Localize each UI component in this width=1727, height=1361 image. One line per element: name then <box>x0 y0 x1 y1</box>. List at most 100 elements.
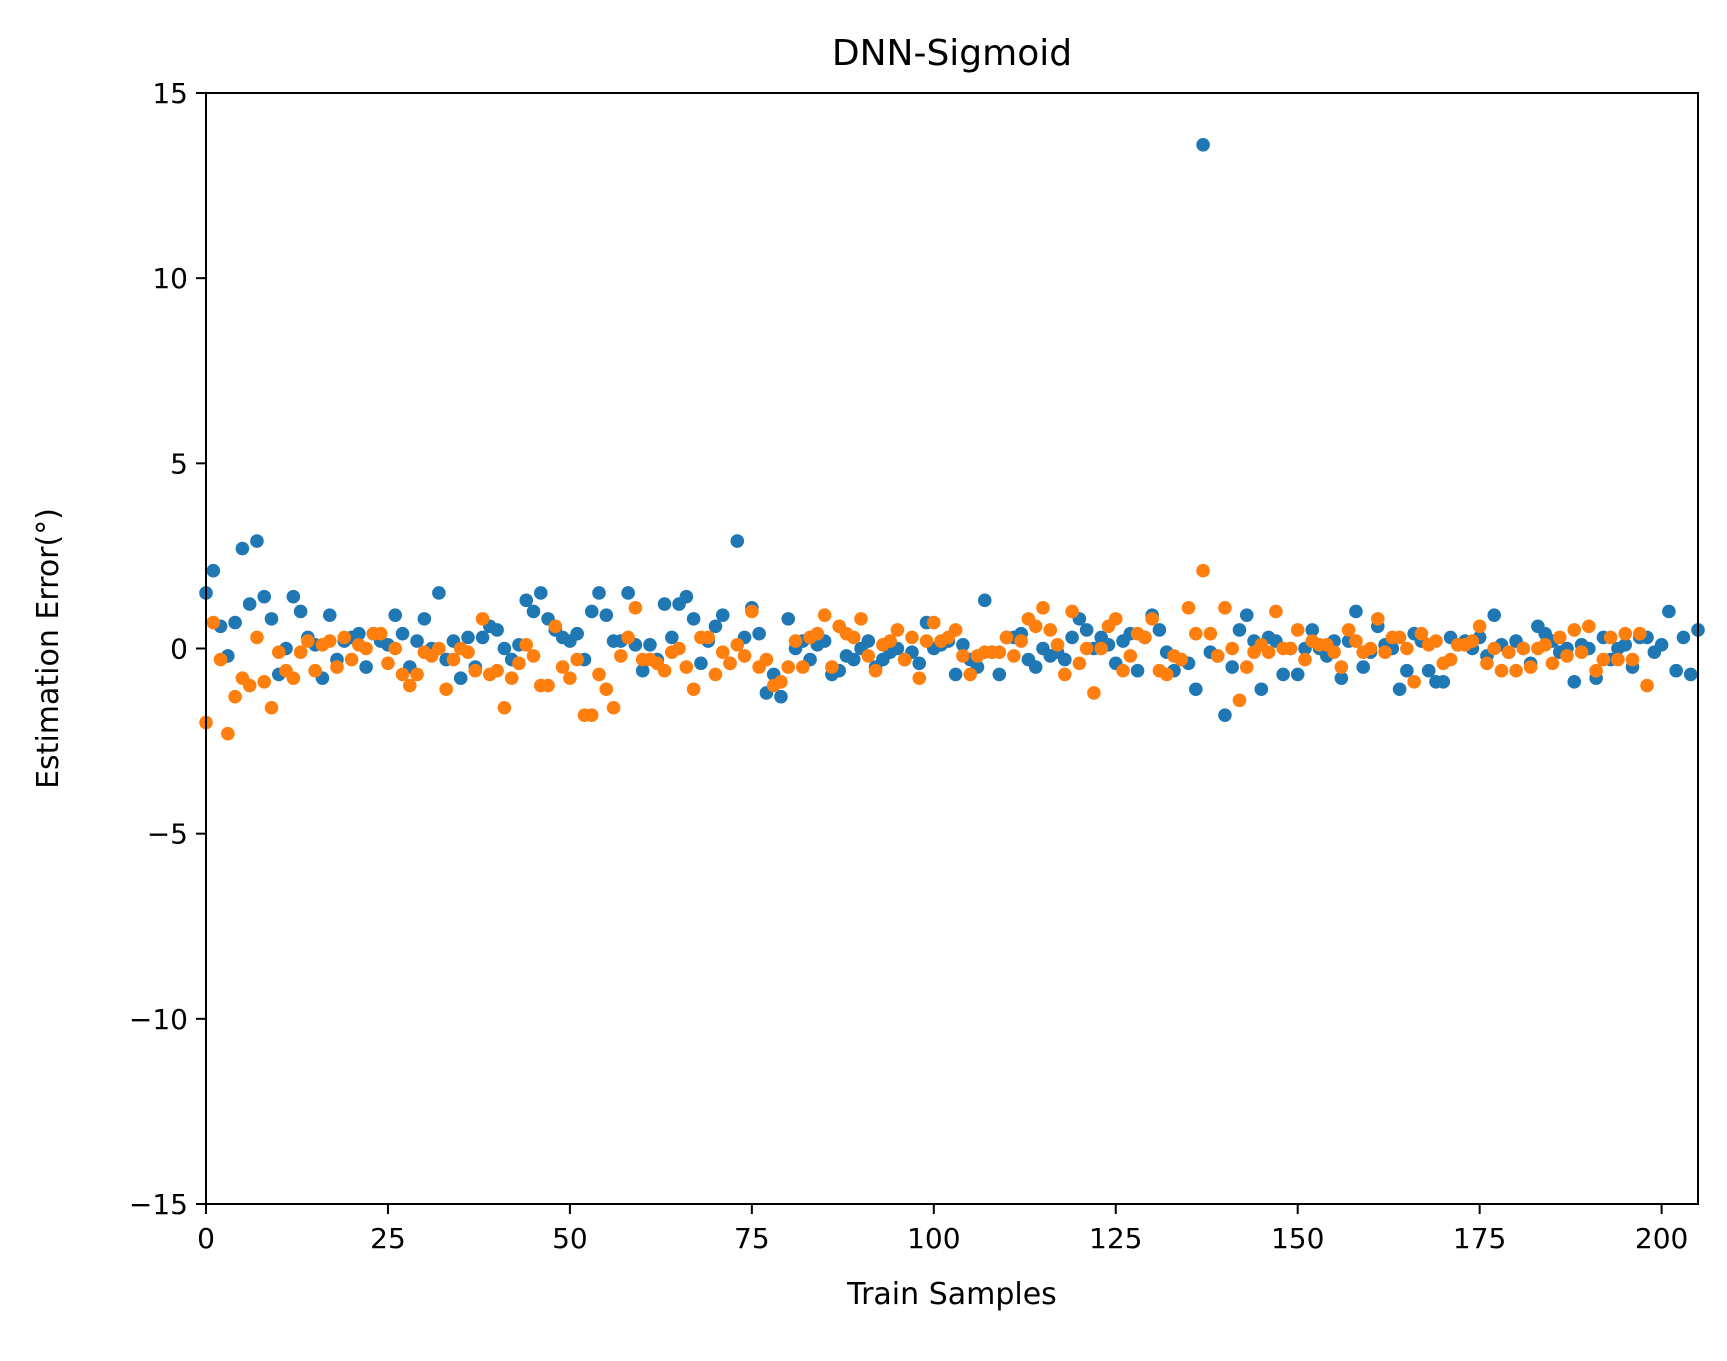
data-point <box>977 593 992 608</box>
data-point <box>1189 626 1203 641</box>
x-tick-label: 200 <box>1635 1222 1688 1255</box>
data-point <box>250 534 264 548</box>
data-point <box>846 630 861 645</box>
data-point <box>1261 645 1276 659</box>
data-point <box>1662 604 1676 619</box>
x-tick-label: 125 <box>1089 1222 1142 1255</box>
data-point <box>1239 608 1254 622</box>
data-point <box>439 682 453 697</box>
data-point <box>1116 663 1130 678</box>
points-layer <box>199 138 1705 741</box>
data-point <box>344 652 359 667</box>
data-point <box>701 630 715 645</box>
data-point <box>1334 671 1349 685</box>
data-point <box>1108 612 1123 626</box>
data-point <box>730 534 745 548</box>
data-point <box>1443 652 1458 667</box>
series-1 <box>199 563 1654 741</box>
data-point <box>592 586 606 600</box>
data-point <box>912 656 927 671</box>
data-point <box>948 623 963 637</box>
data-point <box>861 649 876 663</box>
data-point <box>868 663 883 678</box>
data-point <box>257 675 272 689</box>
data-point <box>359 660 373 674</box>
data-point <box>861 634 876 648</box>
data-point <box>1079 641 1094 656</box>
data-point <box>206 615 221 630</box>
data-point <box>1429 634 1443 648</box>
x-tick-label: 150 <box>1271 1222 1324 1255</box>
data-point <box>1407 675 1421 689</box>
data-point <box>1472 619 1487 634</box>
data-point <box>504 671 519 685</box>
data-point <box>1334 660 1349 674</box>
data-point <box>548 619 563 634</box>
y-tick-label: 15 <box>152 77 188 110</box>
data-point <box>461 630 475 645</box>
data-point <box>1654 638 1669 652</box>
data-point <box>1465 634 1480 648</box>
data-point <box>1676 630 1691 645</box>
data-point <box>657 597 672 611</box>
data-point <box>1065 604 1079 619</box>
data-point <box>730 638 745 652</box>
data-point <box>1290 623 1305 637</box>
data-point <box>1043 623 1058 637</box>
data-point <box>672 641 686 656</box>
data-point <box>1123 649 1138 663</box>
data-point <box>1414 626 1429 641</box>
data-point <box>686 612 701 626</box>
data-point <box>1356 660 1371 674</box>
data-point <box>1276 667 1290 682</box>
data-point <box>1574 645 1589 659</box>
data-point <box>1174 652 1189 667</box>
data-point <box>359 641 373 656</box>
data-point <box>475 612 490 626</box>
y-tick-label: −5 <box>147 818 188 851</box>
data-point <box>1218 600 1232 615</box>
data-point <box>271 645 286 659</box>
data-point <box>373 626 388 641</box>
data-point <box>526 649 541 663</box>
data-point <box>228 689 242 704</box>
data-point <box>1283 641 1298 656</box>
data-point <box>519 593 534 608</box>
data-point <box>1196 563 1210 578</box>
data-point <box>774 689 788 704</box>
data-point <box>322 608 337 622</box>
y-tick-label: 10 <box>152 262 188 295</box>
data-point <box>912 671 927 685</box>
data-point <box>308 663 322 678</box>
data-point <box>854 612 868 626</box>
data-point <box>461 645 475 659</box>
data-point <box>1589 663 1603 678</box>
data-point <box>1392 630 1407 645</box>
x-axis-label: Train Samples <box>846 1277 1057 1312</box>
data-point <box>927 615 941 630</box>
data-point <box>796 660 810 674</box>
data-point <box>686 682 701 697</box>
data-point <box>1400 641 1414 656</box>
data-point <box>1632 626 1647 641</box>
data-point <box>679 660 694 674</box>
data-point <box>395 667 410 682</box>
data-point <box>1058 667 1072 682</box>
data-point <box>1341 623 1356 637</box>
data-point <box>1421 663 1436 678</box>
data-point <box>1087 686 1101 700</box>
data-point <box>330 660 344 674</box>
data-point <box>1014 634 1028 648</box>
y-tick-label: −10 <box>129 1003 188 1036</box>
data-point <box>1189 682 1203 697</box>
data-point <box>628 600 643 615</box>
x-tick-label: 175 <box>1453 1222 1506 1255</box>
data-point <box>759 652 774 667</box>
data-point <box>737 649 752 663</box>
data-point <box>1596 652 1611 667</box>
data-point <box>999 630 1014 645</box>
data-point <box>402 678 417 693</box>
data-point <box>352 626 366 641</box>
data-point <box>1094 641 1108 656</box>
data-point <box>992 645 1007 659</box>
